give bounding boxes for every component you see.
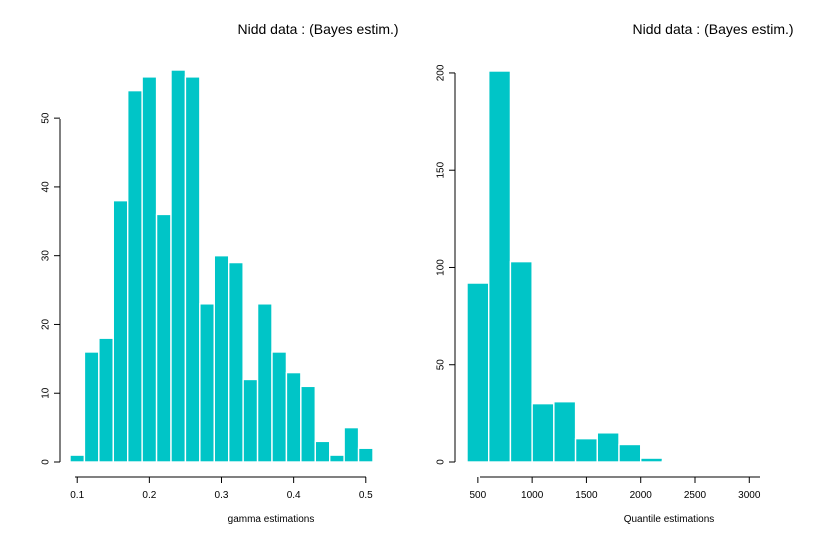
chart-title: Nidd data : (Bayes estim.) — [237, 21, 398, 37]
histogram-bar — [531, 402, 555, 463]
x-tick-label: 500 — [470, 490, 487, 501]
x-tick-label: 2000 — [630, 490, 653, 501]
histogram-bar — [228, 261, 244, 463]
histogram-bar — [199, 303, 215, 463]
x-tick-label: 0.1 — [70, 490, 84, 501]
histogram-bar — [285, 371, 302, 463]
histogram-bar — [488, 70, 512, 463]
histogram-bar — [683, 460, 707, 463]
x-axis-label: Quantile estimations — [624, 514, 715, 525]
histogram-bar — [170, 69, 187, 463]
histogram-bar — [748, 460, 772, 463]
x-tick-label: 1000 — [521, 490, 544, 501]
histogram-bar — [640, 457, 664, 463]
y-tick-label: 30 — [41, 250, 52, 262]
x-tick-label: 0.3 — [215, 490, 229, 501]
y-tick-label: 50 — [436, 359, 447, 371]
histogram-bar — [300, 385, 316, 463]
x-tick-label: 0.5 — [359, 490, 373, 501]
y-tick-label: 50 — [41, 112, 52, 124]
y-tick-label: 150 — [436, 161, 447, 178]
y-tick-label: 0 — [41, 459, 52, 465]
x-tick-label: 3000 — [738, 490, 761, 501]
y-tick-label: 200 — [436, 64, 447, 81]
histogram-bar — [726, 460, 750, 463]
histogram-bar — [314, 440, 331, 463]
histogram-bar — [127, 89, 143, 463]
histogram-bar — [661, 460, 685, 463]
histogram-bar — [69, 454, 86, 463]
histogram-bar — [618, 443, 642, 463]
histogram-bar — [112, 199, 129, 463]
histogram-bar — [466, 282, 490, 463]
chart-title: Nidd data : (Bayes estim.) — [632, 21, 793, 37]
y-tick-label: 0 — [436, 459, 447, 465]
x-tick-label: 0.4 — [287, 490, 301, 501]
histogram-bar — [155, 213, 172, 463]
histogram-bar — [98, 337, 114, 463]
chart-panel-quantile: Nidd data : (Bayes estim.) 050100150200 … — [436, 21, 794, 525]
histogram-bar — [242, 378, 259, 463]
x-axis-label: gamma estimations — [228, 514, 315, 525]
x-tick-label: 2500 — [684, 490, 707, 501]
histogram-bar — [509, 260, 533, 463]
histogram-bar — [705, 460, 729, 463]
x-tick-label: 0.2 — [142, 490, 156, 501]
histogram-bar — [184, 76, 201, 463]
histogram-bar — [553, 400, 577, 463]
histogram-bar — [141, 76, 158, 463]
y-tick-label: 40 — [41, 181, 52, 193]
histogram-bar — [357, 447, 374, 463]
y-tick-label: 10 — [41, 387, 52, 399]
histogram-bar — [343, 426, 360, 463]
histogram-bar — [596, 432, 620, 463]
histogram-bar — [256, 303, 273, 463]
x-tick-label: 1500 — [575, 490, 598, 501]
histogram-bar — [329, 454, 345, 463]
y-tick-label: 100 — [436, 259, 447, 276]
histogram-bar — [271, 351, 288, 463]
chart-panel-gamma: Nidd data : (Bayes estim.) 0 10 20 30 40 50 0… — [41, 21, 399, 525]
histogram-bar — [83, 351, 100, 463]
y-tick-label: 20 — [41, 318, 52, 330]
histogram-bar — [574, 437, 598, 463]
histogram-bar — [213, 254, 230, 463]
